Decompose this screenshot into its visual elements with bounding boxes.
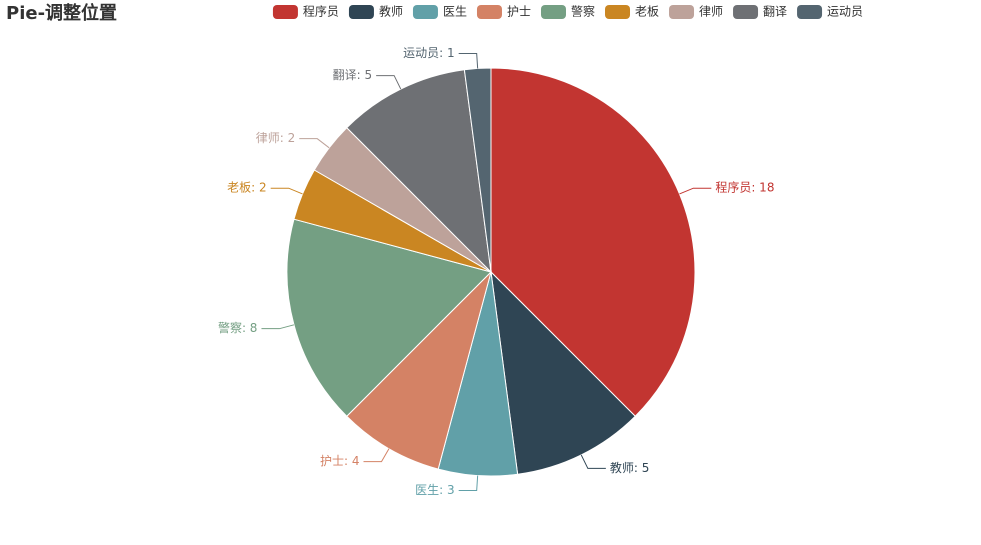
data-label: 程序员: 18 bbox=[715, 180, 774, 195]
legend-label: 警察 bbox=[571, 4, 595, 19]
legend-icon bbox=[540, 5, 566, 19]
legend-label: 老板 bbox=[635, 5, 659, 19]
pie-slice bbox=[346, 270, 492, 470]
label-line bbox=[299, 138, 330, 149]
label-line bbox=[261, 324, 295, 330]
data-label: 老板: 2 bbox=[227, 181, 267, 195]
data-label: 翻译: 5 bbox=[333, 68, 373, 82]
legend-icon bbox=[669, 5, 695, 19]
data-label: 医生: 3 bbox=[415, 483, 455, 497]
data-label: 律师: 2 bbox=[256, 131, 296, 145]
legend-icon bbox=[797, 5, 823, 19]
label-line bbox=[376, 75, 402, 90]
data-label: 运动员: 1 bbox=[403, 46, 455, 60]
data-label: 护士: 4 bbox=[320, 454, 360, 468]
legend-icon bbox=[348, 5, 374, 19]
legend-icon bbox=[412, 5, 438, 19]
pie-slice bbox=[490, 67, 696, 417]
legend-label: 运动员 bbox=[827, 5, 863, 19]
legend-label: 教师 bbox=[379, 4, 403, 19]
label-line bbox=[580, 454, 606, 469]
legend-icon bbox=[605, 5, 631, 19]
data-label: 警察: 8 bbox=[218, 320, 258, 335]
legend-label: 程序员 bbox=[303, 4, 339, 19]
chart-title: Pie-调整位置 bbox=[6, 2, 117, 24]
legend-label: 律师 bbox=[699, 5, 723, 19]
label-line bbox=[458, 475, 479, 492]
label-line bbox=[363, 448, 390, 463]
legend: 程序员 教师 医生 护士 警察 老板 律师 翻译 运动员 bbox=[272, 4, 863, 19]
legend-label: 翻译 bbox=[763, 5, 787, 19]
legend-icon bbox=[733, 5, 759, 19]
data-label: 教师: 5 bbox=[610, 460, 650, 475]
legend-label: 护士 bbox=[507, 5, 531, 19]
legend-label: 医生 bbox=[443, 5, 467, 19]
legend-icon bbox=[476, 5, 502, 19]
label-line bbox=[458, 52, 479, 69]
legend-icon bbox=[272, 5, 298, 19]
label-line bbox=[270, 187, 303, 195]
label-line bbox=[679, 187, 712, 195]
